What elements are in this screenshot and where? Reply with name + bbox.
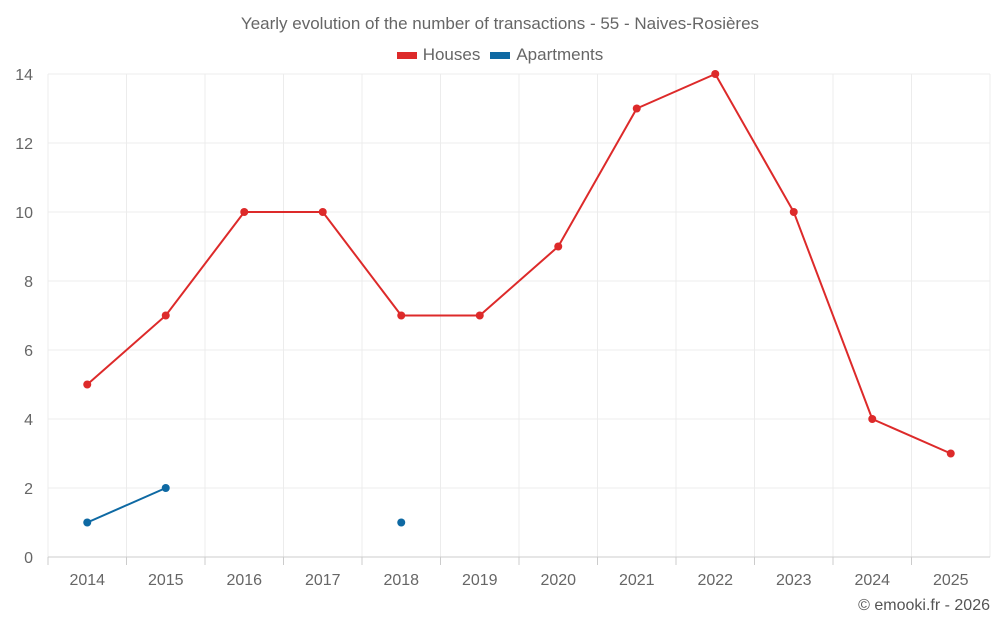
x-tick-label: 2019 — [462, 572, 498, 589]
data-point-apartments — [397, 518, 406, 527]
x-tick-label: 2024 — [854, 572, 890, 589]
data-point-houses — [868, 415, 877, 423]
data-point-houses — [711, 70, 720, 78]
data-point-houses — [318, 208, 327, 216]
data-point-houses — [475, 311, 484, 320]
x-tick-label: 2023 — [776, 572, 812, 589]
chart-title: Yearly evolution of the number of transa… — [240, 14, 760, 33]
x-tick-label: 2021 — [619, 572, 655, 589]
y-tick-label: 6 — [24, 343, 33, 360]
data-point-houses — [161, 311, 170, 320]
y-tick-label: 14 — [15, 67, 33, 84]
legend-item-apartments[interactable]: Apartments — [490, 45, 603, 65]
y-tick-label: 4 — [24, 412, 33, 429]
x-tick-label: 2015 — [148, 572, 184, 589]
data-point-apartments — [83, 518, 92, 527]
y-tick-label: 10 — [15, 205, 33, 222]
series-line-houses — [86, 72, 952, 455]
legend-label: Apartments — [516, 45, 604, 64]
y-tick-label: 0 — [24, 550, 33, 567]
legend-item-houses[interactable]: Houses — [396, 45, 481, 65]
data-point-houses — [397, 311, 406, 320]
x-tick-label: 2017 — [305, 572, 341, 589]
credit: © emooki.fr - 2026 — [858, 597, 990, 614]
x-tick-label: 2020 — [540, 572, 576, 589]
x-tick-label: 2018 — [383, 572, 419, 589]
legend-label: Houses — [422, 45, 481, 64]
x-tick-label: 2014 — [69, 572, 105, 589]
data-point-apartments — [161, 484, 170, 492]
data-point-houses — [240, 208, 249, 216]
x-tick-label: 2025 — [933, 572, 969, 589]
y-tick-label: 8 — [24, 274, 33, 291]
series-line-apartments — [87, 488, 401, 523]
x-tick-label: 2016 — [226, 572, 262, 589]
data-point-houses — [946, 449, 955, 458]
legend: Houses Apartments — [0, 45, 1000, 65]
legend-swatch-apartments — [490, 51, 511, 59]
y-tick-label: 12 — [15, 136, 33, 153]
data-point-houses — [554, 242, 563, 251]
x-tick-label: 2022 — [697, 572, 733, 589]
legend-swatch-houses — [396, 51, 417, 59]
data-point-houses — [632, 104, 641, 113]
y-tick-label: 2 — [24, 481, 33, 498]
data-point-houses — [83, 380, 92, 389]
data-point-houses — [789, 208, 798, 216]
